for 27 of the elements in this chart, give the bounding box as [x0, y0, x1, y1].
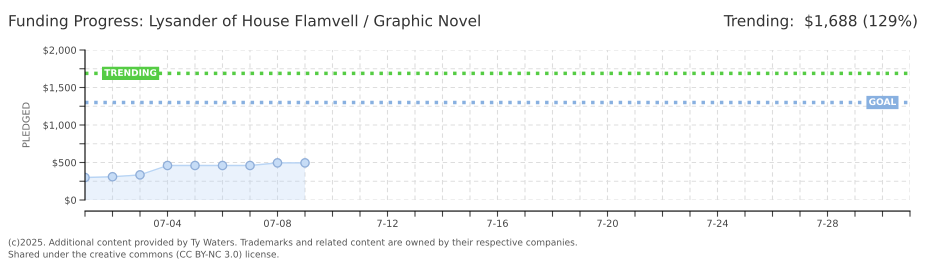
y-tick-label: $500: [52, 158, 76, 168]
chart-title: Funding Progress: Lysander of House Flamvell / Graphic Novel: [10, 14, 480, 30]
y-tick-label: $2,000: [43, 46, 76, 56]
text: (c)2025. Additional content provided by Ty Waters. Trademarks and related content are owned by their respective companies.: [8, 238, 577, 248]
x-tick-label: 7-16: [487, 220, 508, 227]
point: [108, 172, 118, 182]
x-tick-label: 7-24: [707, 220, 728, 227]
point: [190, 160, 200, 170]
x-tick-label: 7-20: [597, 220, 618, 227]
y-tick-label: $0: [65, 196, 76, 206]
text: Shared under the creative commons (CC BY-NC 3.0) license.: [8, 250, 278, 259]
point: [162, 160, 172, 170]
x-tick-label: 7-28: [817, 220, 838, 227]
y-tick-label: $1,000: [43, 121, 76, 130]
point: [245, 160, 255, 170]
x-tick-label: 07-04: [154, 220, 182, 227]
point: [135, 170, 145, 180]
x-tick-label: 7-12: [377, 220, 398, 227]
point: [218, 160, 228, 170]
y-tick-label: $1,500: [43, 84, 76, 93]
ref-line-label: GOAL: [869, 98, 896, 106]
point: [272, 158, 282, 168]
y-axis-title: PLEDGED: [22, 102, 30, 148]
chart-subtitle: Trending: $1,688 (129%): [724, 14, 917, 30]
x-tick-label: 07-08: [264, 220, 291, 227]
ref-line-label: TRENDING: [104, 69, 156, 76]
point: [300, 158, 310, 168]
